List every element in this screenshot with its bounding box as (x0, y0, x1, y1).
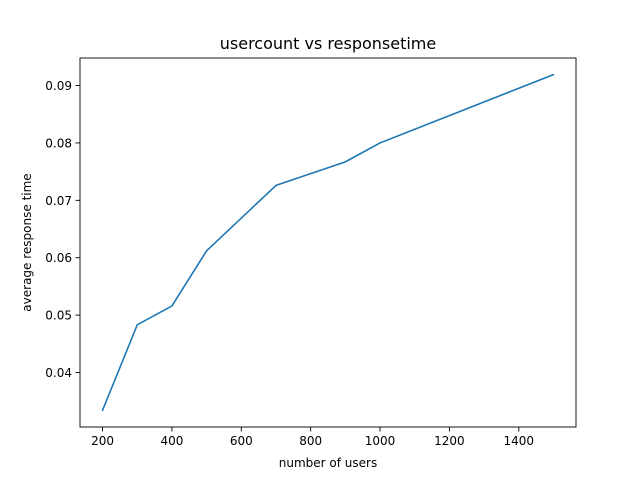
x-tick-label: 200 (91, 434, 114, 448)
y-tick-label: 0.07 (45, 194, 72, 208)
x-tick-label: 600 (230, 434, 253, 448)
y-axis-label: average response time (20, 173, 34, 311)
x-tick-label: 400 (160, 434, 183, 448)
x-tick-label: 1000 (365, 434, 396, 448)
y-tick-label: 0.06 (45, 251, 72, 265)
x-tick-label: 1400 (503, 434, 534, 448)
plot-area (79, 57, 577, 428)
axes-frame (79, 57, 577, 428)
series-line (101, 73, 555, 412)
x-tick-label: 1200 (434, 434, 465, 448)
series-layer (101, 73, 555, 412)
x-tick-label: 800 (299, 434, 322, 448)
y-tick-label: 0.04 (45, 366, 72, 380)
x-axis-label: number of users (279, 456, 377, 470)
chart-title: usercount vs responsetime (220, 34, 436, 53)
y-tick-label: 0.08 (45, 136, 72, 150)
x-axis-ticks: 200 400 600 800 1000 1200 1400 (91, 427, 534, 448)
y-tick-label: 0.09 (45, 79, 72, 93)
y-axis-ticks: 0.04 0.05 0.06 0.07 0.08 0.09 (45, 79, 80, 380)
y-tick-label: 0.05 (45, 309, 72, 323)
